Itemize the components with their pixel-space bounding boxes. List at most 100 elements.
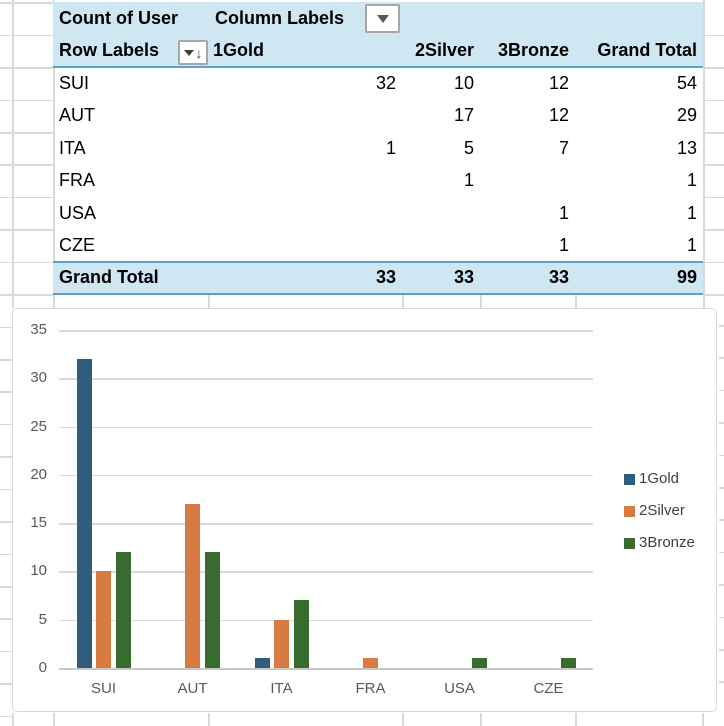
pivot-cell[interactable]: 1 <box>686 170 697 191</box>
sheet-gridline <box>0 553 12 556</box>
sheet-gridline <box>53 0 55 308</box>
pivot-cell[interactable]: 54 <box>676 72 697 93</box>
pivot-chart[interactable]: 0 5 10 15 20 25 30 35 SUI AUT ITA FRA USA CZE 1Gold 2Si… <box>12 308 717 712</box>
bar-ITA-1Gold[interactable] <box>254 658 270 668</box>
pivot-cell[interactable]: 29 <box>676 105 697 126</box>
chart-gridline <box>59 474 593 477</box>
sheet-gridline <box>12 34 53 37</box>
sheet-gridline <box>703 229 724 231</box>
sheet-gridline <box>703 261 724 264</box>
bar-FRA-2Silver[interactable] <box>363 658 378 668</box>
sheet-gridline <box>0 99 12 102</box>
sheet-gridline <box>0 618 12 620</box>
sheet-gridline <box>0 34 12 37</box>
pivot-row-label-SUI[interactable]: SUI <box>59 72 90 93</box>
sheet-gridline <box>0 586 12 588</box>
sheet-gridline <box>0 67 12 69</box>
sheet-gridline <box>12 2 53 4</box>
legend-item-2Silver[interactable]: 2Silver <box>624 503 714 519</box>
pivot-table: Count of User Column Labels Row Labels 1… <box>53 2 703 296</box>
pivot-row-label-FRA[interactable]: FRA <box>59 170 95 191</box>
bar-AUT-2Silver[interactable] <box>185 503 200 668</box>
chart-y-axis-label: 30 <box>30 369 47 387</box>
chart-gridline <box>59 378 593 380</box>
chart-x-axis-label-ITA: ITA <box>270 680 293 697</box>
pivot-cell[interactable]: 7 <box>558 137 569 158</box>
pivot-column-labels-cell[interactable]: Column Labels <box>215 8 345 28</box>
pivot-row-label-CZE[interactable]: CZE <box>59 234 95 255</box>
pivot-row-label-AUT[interactable]: AUT <box>59 105 95 126</box>
sheet-gridline <box>0 261 12 264</box>
bar-USA-3Bronze[interactable] <box>471 658 487 668</box>
pivot-cell[interactable]: 17 <box>453 105 474 126</box>
pivot-cell[interactable]: 32 <box>375 72 396 93</box>
bar-ITA-3Bronze[interactable] <box>293 600 309 668</box>
pivot-empty-cell[interactable] <box>480 2 575 34</box>
sheet-gridline <box>703 99 724 102</box>
pivot-cell[interactable]: 1 <box>558 234 569 255</box>
legend-item-1Gold[interactable]: 1Gold <box>624 471 714 487</box>
column-labels-filter-button[interactable] <box>365 4 400 33</box>
pivot-cell[interactable] <box>210 229 402 261</box>
sheet-gridline <box>0 294 12 296</box>
pivot-cell[interactable]: 12 <box>548 72 569 93</box>
pivot-column-header-3Bronze[interactable]: 3Bronze <box>497 40 569 61</box>
bar-AUT-3Bronze[interactable] <box>204 552 220 668</box>
sheet-gridline <box>719 584 724 586</box>
chart-gridline <box>59 523 593 525</box>
pivot-cell[interactable] <box>402 229 480 261</box>
pivot-cell[interactable]: 1 <box>686 202 697 223</box>
sheet-gridline <box>719 357 724 359</box>
chart-y-axis-label: 20 <box>30 465 47 483</box>
pivot-cell[interactable]: 13 <box>676 137 697 158</box>
pivot-empty-cell[interactable] <box>402 2 480 34</box>
chart-y-axis-label: 25 <box>30 417 47 435</box>
bar-ITA-2Silver[interactable] <box>274 619 289 668</box>
pivot-cell[interactable]: 99 <box>676 267 697 288</box>
pivot-cell[interactable] <box>210 164 402 196</box>
pivot-data-row: ITA 1 5 7 13 <box>53 132 703 164</box>
pivot-cell[interactable] <box>210 197 402 229</box>
bar-SUI-1Gold[interactable] <box>76 359 92 668</box>
pivot-cell[interactable]: 33 <box>453 267 474 288</box>
pivot-cell[interactable] <box>480 164 575 196</box>
chart-x-axis-line <box>59 668 593 670</box>
pivot-row-label-ITA[interactable]: ITA <box>59 137 86 158</box>
pivot-empty-cell[interactable] <box>575 2 703 34</box>
sheet-gridline <box>0 326 12 329</box>
pivot-cell[interactable]: 5 <box>463 137 474 158</box>
pivot-cell[interactable]: 33 <box>548 267 569 288</box>
pivot-value-field-cell[interactable]: Count of User <box>59 8 178 28</box>
sheet-gridline <box>12 229 53 231</box>
sheet-gridline <box>719 681 724 683</box>
sheet-gridline <box>575 713 577 726</box>
pivot-cell[interactable]: 10 <box>453 72 474 93</box>
pivot-cell[interactable]: 1 <box>463 170 474 191</box>
pivot-row-label-USA[interactable]: USA <box>59 202 97 223</box>
bar-CZE-3Bronze[interactable] <box>560 658 576 668</box>
bar-SUI-3Bronze[interactable] <box>115 552 131 668</box>
pivot-cell[interactable]: 1 <box>686 234 697 255</box>
pivot-row-label-Grand Total[interactable]: Grand Total <box>59 267 159 288</box>
pivot-cell[interactable] <box>402 197 480 229</box>
pivot-header-row-2: Row Labels 1Gold 2Silver 3Bronze Grand Tota… <box>53 34 703 67</box>
bar-SUI-2Silver[interactable] <box>96 571 111 668</box>
pivot-cell[interactable]: 1 <box>558 202 569 223</box>
pivot-cell[interactable]: 33 <box>375 267 396 288</box>
pivot-column-header-1Gold[interactable]: 1Gold <box>213 40 265 61</box>
pivot-data-row: AUT 17 12 29 <box>53 99 703 131</box>
row-labels-sort-filter-button[interactable]: ↓ <box>178 40 208 65</box>
pivot-cell[interactable]: 12 <box>548 105 569 126</box>
pivot-cell[interactable]: 1 <box>385 137 396 158</box>
pivot-column-header-2Silver[interactable]: 2Silver <box>414 40 474 61</box>
pivot-column-header-Grand Total[interactable]: Grand Total <box>597 40 697 61</box>
legend-item-3Bronze[interactable]: 3Bronze <box>624 535 714 551</box>
sheet-gridline <box>12 132 53 134</box>
header-separator-line <box>53 65 703 69</box>
sheet-gridline <box>12 99 53 102</box>
pivot-cell[interactable] <box>210 99 402 131</box>
grand-total-top-line <box>53 260 703 263</box>
pivot-row-labels-cell[interactable]: Row Labels <box>59 40 160 61</box>
chart-y-axis-label: 15 <box>30 514 47 532</box>
